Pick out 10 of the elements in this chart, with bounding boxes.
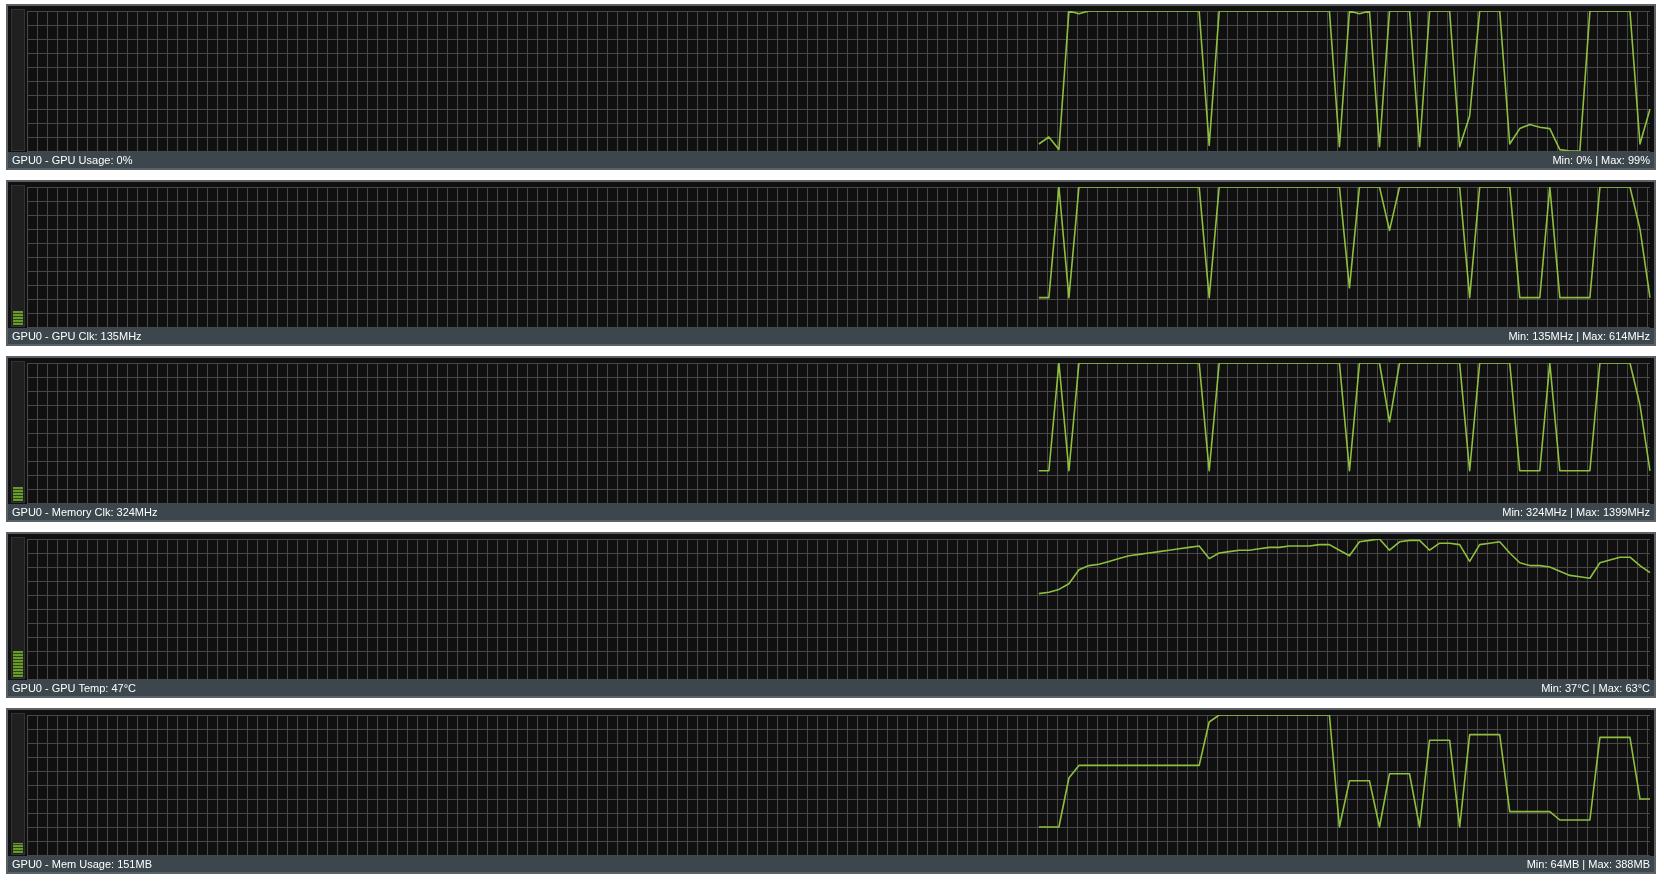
text: Min: 135MHz | Max: 614MHz: [1508, 329, 1650, 344]
text: GPU0 - GPU Clk: 135MHz: [12, 329, 142, 344]
text: GPU0 - GPU Temp: 47°C: [12, 681, 137, 696]
text: GPU0 - Memory Clk: 324MHz: [12, 505, 158, 520]
text: Min: 0% | Max: 99%: [1552, 153, 1650, 168]
text: Min: 37°C | Max: 63°C: [1541, 681, 1650, 696]
text: Min: 64MB | Max: 388MB: [1526, 857, 1650, 872]
text: GPU0 - GPU Usage: 0%: [12, 153, 133, 168]
text: GPU0 - Mem Usage: 151MB: [12, 857, 152, 872]
text: Min: 324MHz | Max: 1399MHz: [1502, 505, 1650, 520]
